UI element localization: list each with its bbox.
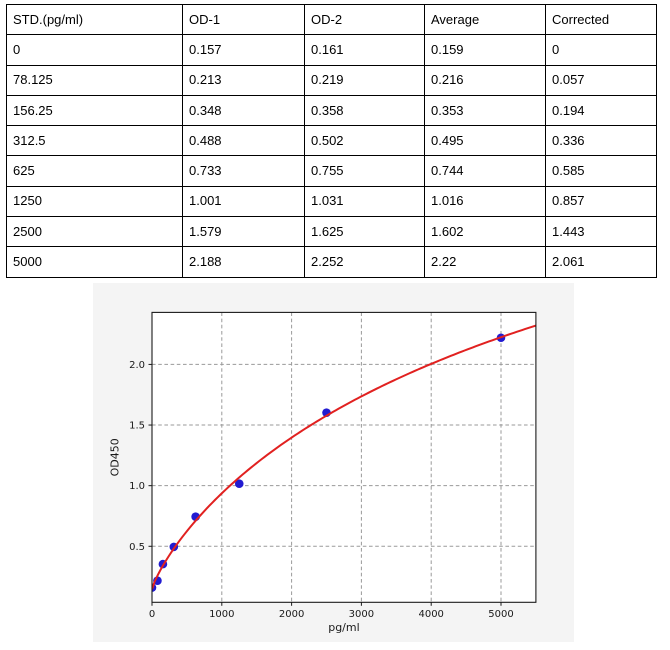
- table-cell: 1.031: [304, 185, 425, 218]
- standard-curve-figure: 0 1000 2000 3000 4000 5000 0.5 1.0 1.5 2.0 pg/ml OD…: [93, 283, 574, 642]
- x-tick-label: 2000: [279, 609, 304, 620]
- table-cell: 0.358: [304, 94, 425, 127]
- table-cell: 1.443: [545, 216, 657, 248]
- column-header-average: Average: [424, 3, 546, 36]
- table-cell: 312.5: [6, 125, 183, 157]
- standards-table: STD.(pg/ml) OD-1 OD-2 Average Corrected 0 0.1…: [6, 3, 657, 278]
- table-cell: 0.502: [304, 125, 425, 157]
- x-tick-label: 0: [149, 609, 155, 620]
- table-row: 5000 2.188 2.252 2.22 2.061: [6, 246, 657, 278]
- table-row: 625 0.733 0.755 0.744 0.585: [6, 155, 657, 187]
- table-row: 156.25 0.348 0.358 0.353 0.194: [6, 94, 657, 127]
- table-cell: 1.001: [182, 185, 305, 218]
- standards-table-head: STD.(pg/ml) OD-1 OD-2 Average Corrected: [6, 3, 657, 36]
- table-cell: 0.495: [424, 125, 546, 157]
- standard-curve-chart: 0 1000 2000 3000 4000 5000 0.5 1.0 1.5 2.0 pg/ml OD…: [93, 283, 574, 642]
- y-tick-label: 1.5: [129, 421, 145, 432]
- fit-curve: [152, 324, 536, 590]
- column-header-od-2: OD-2: [304, 3, 425, 36]
- table-cell: 2.252: [304, 246, 425, 278]
- table-cell: 1.579: [182, 216, 305, 248]
- table-cell: 1.625: [304, 216, 425, 248]
- table-cell: 5000: [6, 246, 183, 278]
- table-cell: 2.188: [182, 246, 305, 278]
- table-cell: 0.216: [424, 64, 546, 96]
- y-tick-label: 2.0: [129, 360, 145, 371]
- table-cell: 0.755: [304, 155, 425, 187]
- table-row: 1250 1.001 1.031 1.016 0.857: [6, 185, 657, 218]
- table-cell: 0.194: [545, 94, 657, 127]
- table-row: 78.125 0.213 0.219 0.216 0.057: [6, 64, 657, 96]
- data-point: [234, 479, 244, 489]
- table-cell: 1.602: [424, 216, 546, 248]
- table-cell: 0.336: [545, 125, 657, 157]
- table-cell: 0: [545, 34, 657, 66]
- x-tick-label: 1000: [209, 609, 234, 620]
- table-cell: 0: [6, 34, 183, 66]
- table-cell: 156.25: [6, 94, 183, 127]
- x-axis-label: pg/ml: [328, 621, 359, 634]
- y-axis-label: OD450: [109, 438, 122, 476]
- x-tick-label: 3000: [349, 609, 374, 620]
- table-cell: 2.061: [545, 246, 657, 278]
- table-cell: 625: [6, 155, 183, 187]
- y-tick-label: 0.5: [129, 542, 145, 553]
- x-tick-label: 4000: [418, 609, 443, 620]
- table-row: 312.5 0.488 0.502 0.495 0.336: [6, 125, 657, 157]
- table-cell: 0.585: [545, 155, 657, 187]
- table-cell: 1.016: [424, 185, 546, 218]
- axes-spines: [151, 311, 537, 603]
- column-header-corrected: Corrected: [545, 3, 657, 36]
- table-cell: 0.159: [424, 34, 546, 66]
- table-cell: 0.348: [182, 94, 305, 127]
- header-row: STD.(pg/ml) OD-1 OD-2 Average Corrected: [6, 3, 657, 36]
- table-cell: 0.353: [424, 94, 546, 127]
- table-row: 2500 1.579 1.625 1.602 1.443: [6, 216, 657, 248]
- table-cell: 0.857: [545, 185, 657, 218]
- table-cell: 78.125: [6, 64, 183, 96]
- table-cell: 0.744: [424, 155, 546, 187]
- data-layer: [152, 324, 536, 592]
- table-cell: 0.733: [182, 155, 305, 187]
- column-header-od-1: OD-1: [182, 3, 305, 36]
- table-cell: 2.22: [424, 246, 546, 278]
- table-cell: 0.213: [182, 64, 305, 96]
- table-cell: 0.219: [304, 64, 425, 96]
- standards-table-body: 0 0.157 0.161 0.159 0 78.125 0.213 0.219 0.216 0.…: [6, 34, 657, 278]
- table-cell: 0.057: [545, 64, 657, 96]
- table-cell: 0.161: [304, 34, 425, 66]
- table-cell: 1250: [6, 185, 183, 218]
- column-header-std-pg-ml: STD.(pg/ml): [6, 3, 183, 36]
- table-cell: 0.157: [182, 34, 305, 66]
- plot-background: [152, 312, 536, 603]
- y-tick-label: 1.0: [129, 481, 145, 492]
- table-row: 0 0.157 0.161 0.159 0: [6, 34, 657, 66]
- x-tick-label: 5000: [488, 609, 513, 620]
- table-cell: 2500: [6, 216, 183, 248]
- table-cell: 0.488: [182, 125, 305, 157]
